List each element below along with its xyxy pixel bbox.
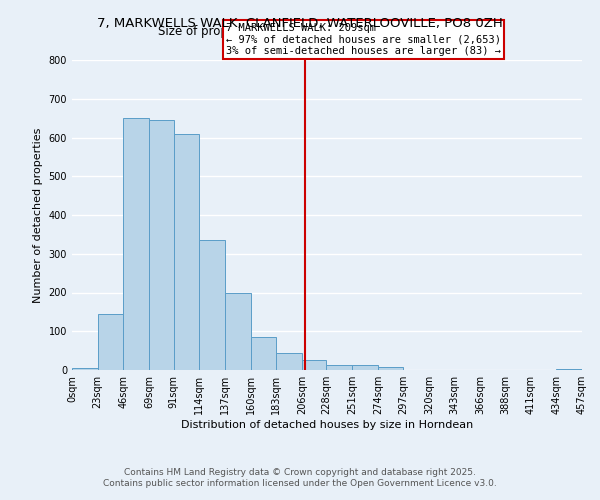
Bar xyxy=(149,120,173,370)
Bar xyxy=(173,134,199,370)
Bar xyxy=(225,292,251,370)
Title: Size of property relative to detached houses in Horndean: Size of property relative to detached ho… xyxy=(158,25,496,38)
Bar xyxy=(352,364,378,370)
Bar xyxy=(556,369,582,370)
Bar xyxy=(276,352,302,370)
Bar xyxy=(199,240,225,370)
X-axis label: Distribution of detached houses by size in Horndean: Distribution of detached houses by size … xyxy=(181,420,473,430)
Bar xyxy=(326,366,352,370)
Text: 7 MARKWELLS WALK: 209sqm
← 97% of detached houses are smaller (2,653)
3% of semi: 7 MARKWELLS WALK: 209sqm ← 97% of detach… xyxy=(226,23,501,56)
Bar xyxy=(378,367,403,370)
Y-axis label: Number of detached properties: Number of detached properties xyxy=(33,128,43,302)
Bar xyxy=(251,337,276,370)
Text: 7, MARKWELLS WALK, CLANFIELD, WATERLOOVILLE, PO8 0ZH: 7, MARKWELLS WALK, CLANFIELD, WATERLOOVI… xyxy=(97,18,503,30)
Bar xyxy=(124,118,149,370)
Bar xyxy=(98,314,124,370)
Text: Contains HM Land Registry data © Crown copyright and database right 2025.
Contai: Contains HM Land Registry data © Crown c… xyxy=(103,468,497,487)
Bar xyxy=(302,360,326,370)
Bar xyxy=(72,368,98,370)
